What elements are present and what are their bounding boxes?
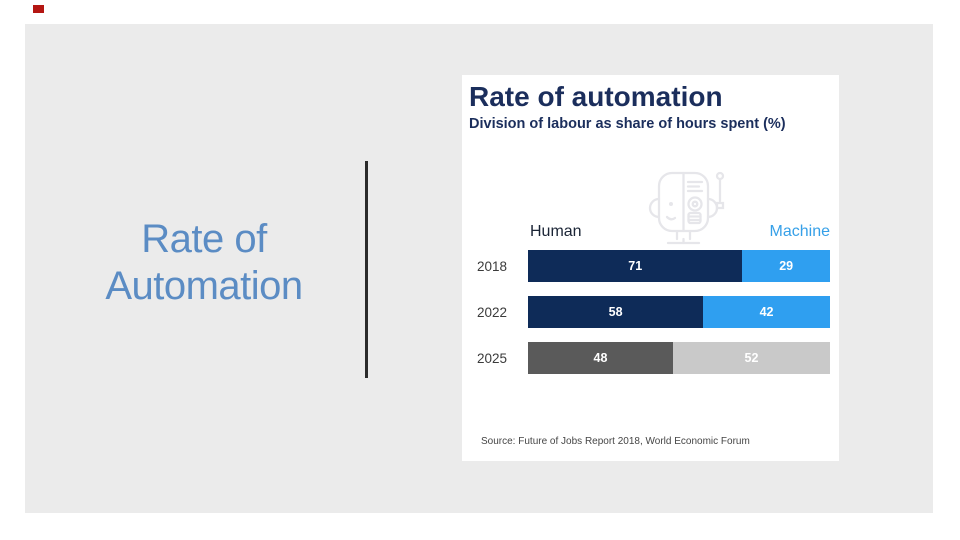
slide-background: Rate of Automation Rate of automation Di… [25,24,933,513]
bar-segment-machine: 52 [672,342,830,374]
bar-value-label: 42 [759,305,774,319]
bar-rows: 2018 71 29 2022 58 42 2025 48 52 [462,75,839,461]
source-note: Source: Future of Jobs Report 2018, Worl… [481,436,750,447]
slide-title-line-1: Rate of [141,217,267,261]
bar-segment-human: 71 [528,250,743,282]
accent-square [33,5,44,13]
bar-segment-machine: 29 [742,250,830,282]
bar-segment-human: 58 [528,296,704,328]
bar-value-label: 58 [608,305,623,319]
year-label: 2022 [477,304,508,320]
chart-panel: Rate of automation Division of labour as… [462,75,839,461]
stacked-bar: 58 42 [528,296,830,328]
chart-title: Rate of automation [469,81,723,112]
vertical-divider [365,161,368,378]
slide-title-line-2: Automation [105,264,303,308]
legend-human-label: Human [530,223,582,240]
year-label: 2025 [477,350,508,366]
bar-row: 2018 71 29 [462,250,839,282]
bar-value-label: 29 [779,259,794,273]
slide-title: Rate of Automation [88,216,320,310]
bar-segment-human: 48 [528,342,673,374]
bar-row: 2025 48 52 [462,342,839,374]
year-label: 2018 [477,258,508,274]
robot-watermark-icon [648,171,725,245]
stacked-bar: 71 29 [528,250,830,282]
chart-subtitle: Division of labour as share of hours spe… [469,116,786,132]
bar-value-label: 71 [628,259,643,273]
bar-segment-machine: 42 [703,296,830,328]
legend-machine-label: Machine [769,223,830,240]
bar-row: 2022 58 42 [462,296,839,328]
bar-value-label: 48 [593,351,608,365]
stacked-bar: 48 52 [528,342,830,374]
bar-value-label: 52 [744,351,759,365]
